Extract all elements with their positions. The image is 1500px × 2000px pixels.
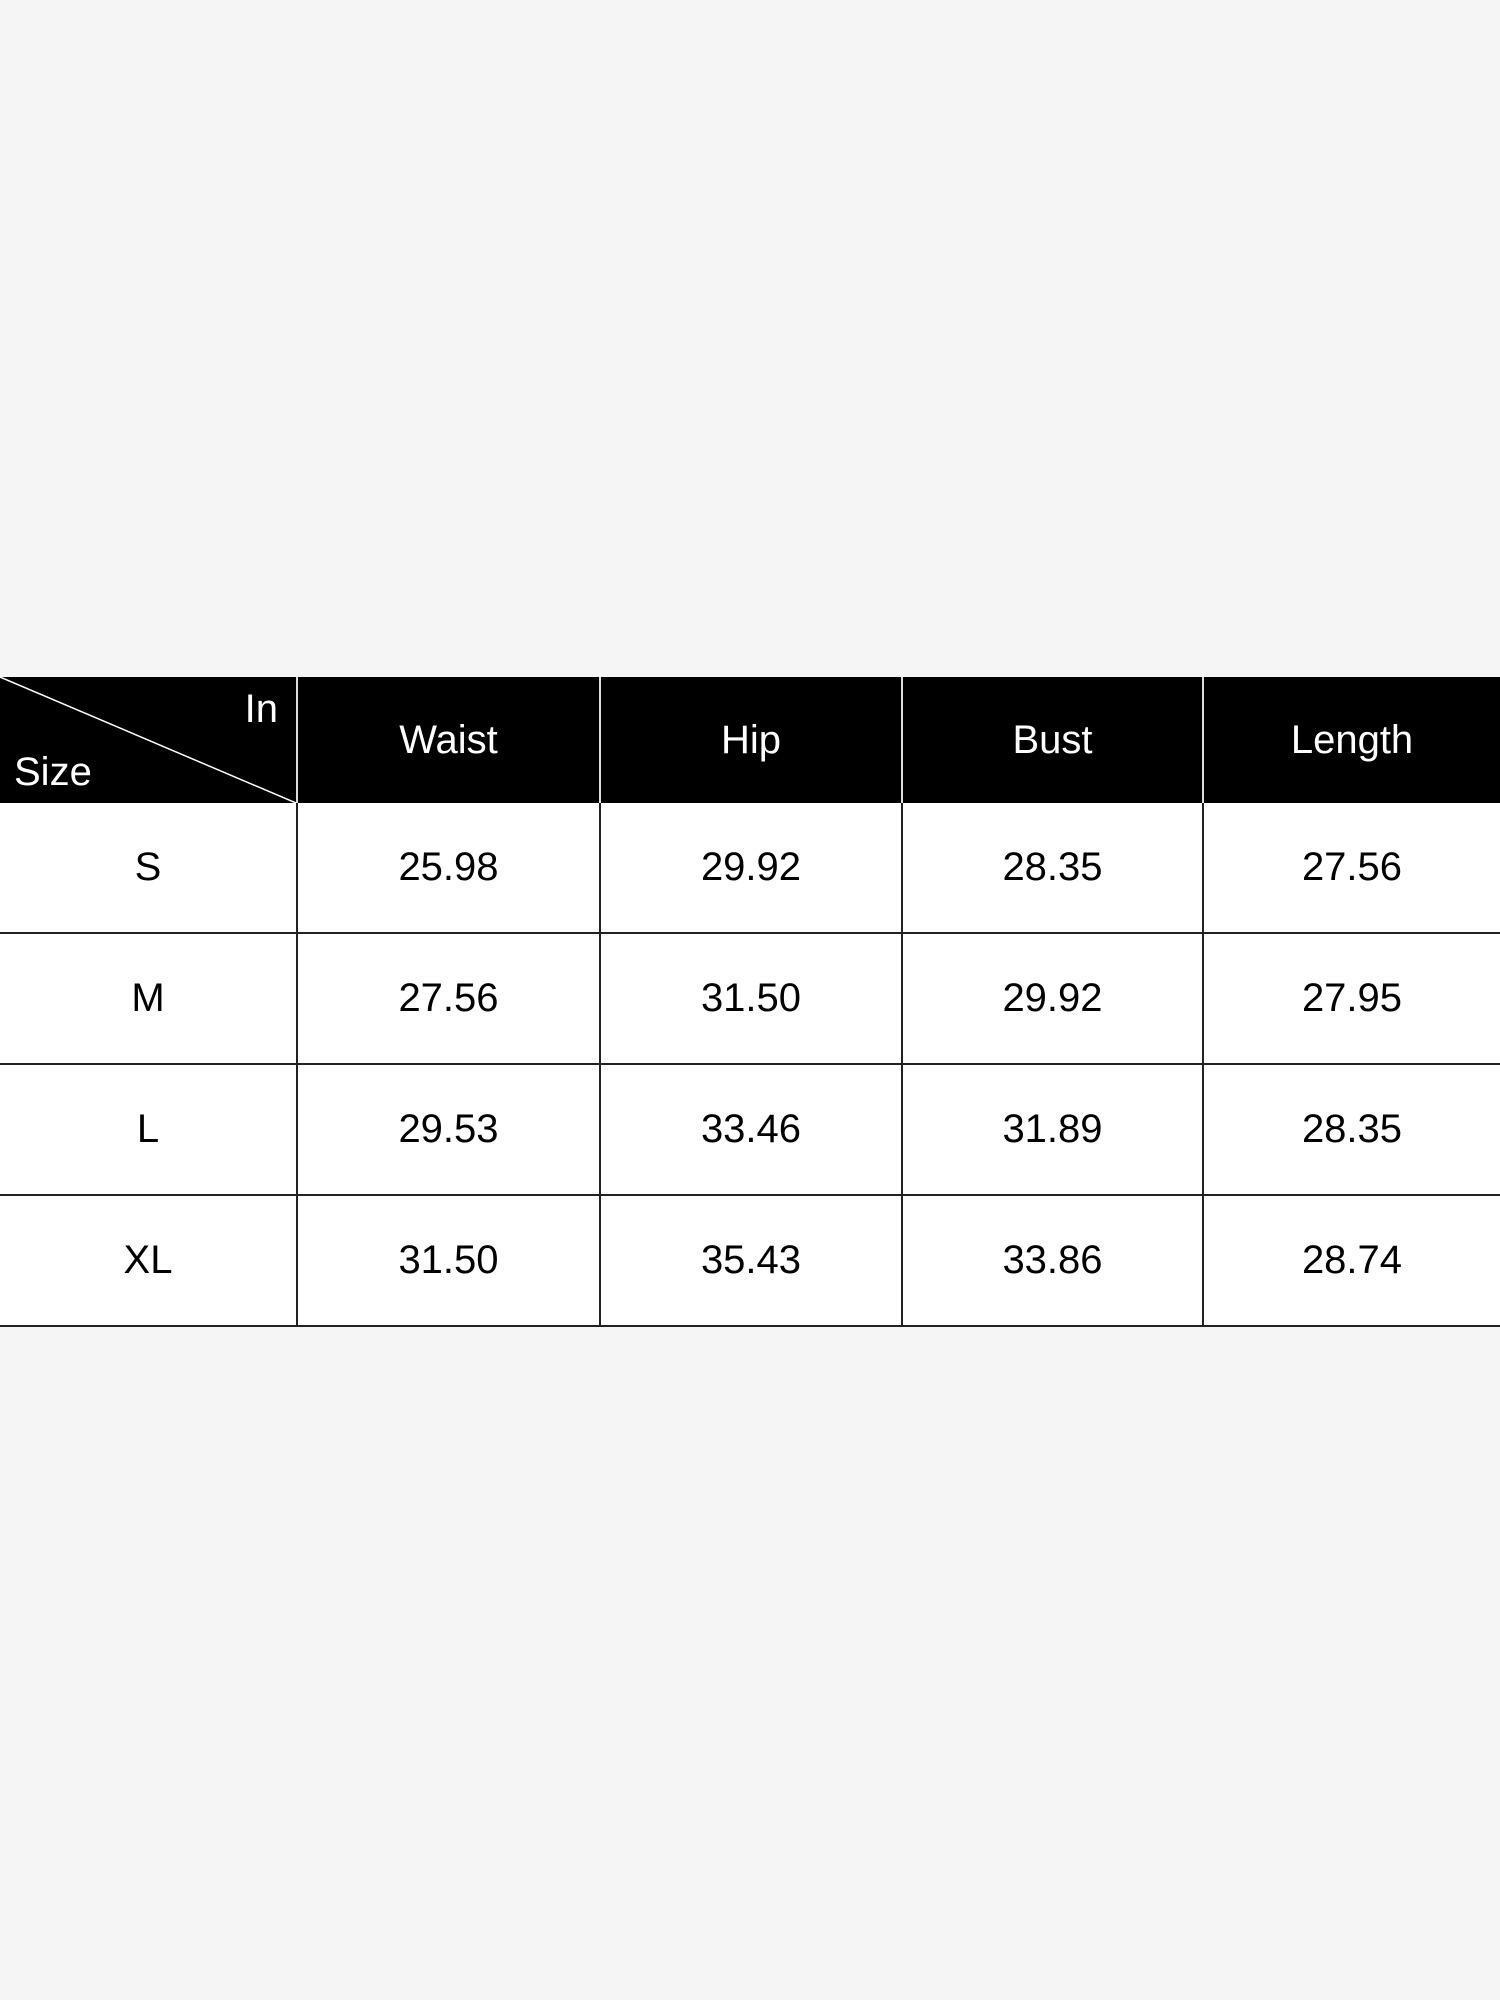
measurement-cell: 27.56 xyxy=(1202,803,1500,934)
size-cell: M xyxy=(0,933,297,1065)
measurement-cell: 28.35 xyxy=(1202,1064,1500,1196)
measurement-cell: 31.50 xyxy=(296,1195,600,1327)
measurement-cell: 25.98 xyxy=(296,803,600,934)
measurement-cell: 29.53 xyxy=(296,1064,600,1196)
column-header-hip: Hip xyxy=(599,677,902,803)
size-chart-table: In Size Waist Hip Bust Length S 25.98 29.9… xyxy=(0,677,1500,1327)
measurement-cell: 27.56 xyxy=(296,933,600,1065)
table-row: XL 31.50 35.43 33.86 28.74 xyxy=(0,1195,1500,1327)
size-cell: L xyxy=(0,1064,297,1196)
measurement-cell: 33.46 xyxy=(599,1064,902,1196)
measurement-cell: 31.89 xyxy=(901,1064,1203,1196)
measurement-cell: 29.92 xyxy=(901,933,1203,1065)
table-row: L 29.53 33.46 31.89 28.35 xyxy=(0,1064,1500,1196)
size-label: Size xyxy=(14,750,92,794)
diagonal-divider xyxy=(0,677,296,803)
size-cell: S xyxy=(0,803,297,934)
measurement-cell: 33.86 xyxy=(901,1195,1203,1327)
unit-label: In xyxy=(244,687,278,731)
measurement-cell: 28.35 xyxy=(901,803,1203,934)
measurement-cell: 28.74 xyxy=(1202,1195,1500,1327)
column-header-waist: Waist xyxy=(296,677,600,803)
measurement-cell: 31.50 xyxy=(599,933,902,1065)
column-header-bust: Bust xyxy=(901,677,1203,803)
table-row: M 27.56 31.50 29.92 27.95 xyxy=(0,933,1500,1065)
measurement-cell: 29.92 xyxy=(599,803,902,934)
table-row: S 25.98 29.92 28.35 27.56 xyxy=(0,803,1500,934)
corner-header-cell: In Size xyxy=(0,677,297,803)
measurement-cell: 27.95 xyxy=(1202,933,1500,1065)
header-row: In Size Waist Hip Bust Length xyxy=(0,677,1500,803)
measurement-cell: 35.43 xyxy=(599,1195,902,1327)
size-cell: XL xyxy=(0,1195,297,1327)
column-header-length: Length xyxy=(1202,677,1500,803)
